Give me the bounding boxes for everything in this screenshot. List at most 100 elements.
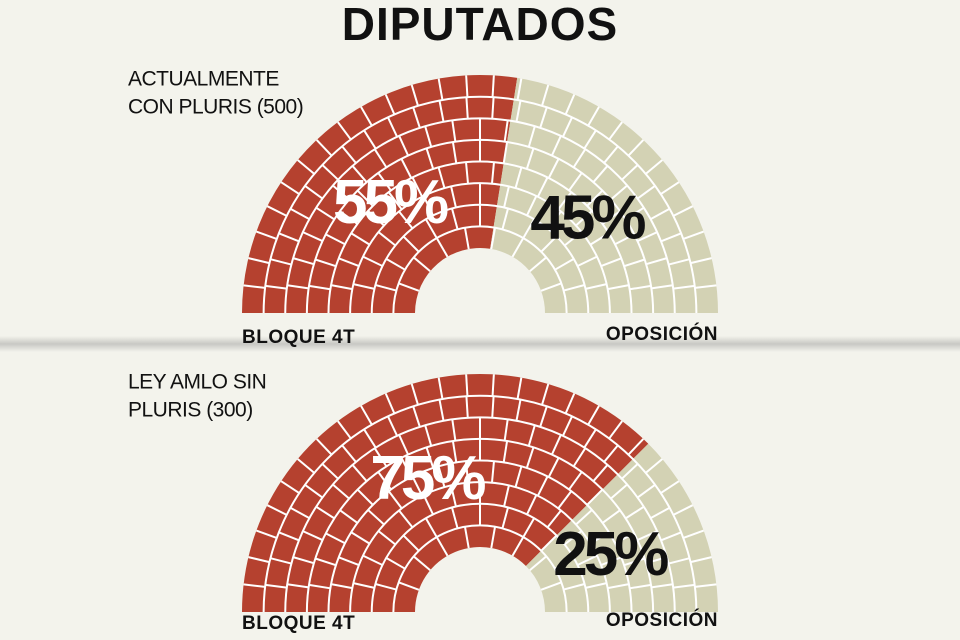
seat-line: [660, 531, 682, 542]
seat-line: [502, 141, 509, 164]
chart-subtitle: CON PLURIS (500): [128, 96, 303, 119]
seat-line: [292, 556, 315, 565]
seat-line: [351, 165, 368, 183]
seat-line: [563, 583, 585, 591]
seat-line: [350, 531, 371, 545]
seat-line: [645, 159, 663, 175]
seat-line: [515, 399, 522, 421]
seat-line: [339, 509, 359, 524]
seat-line: [637, 231, 658, 242]
chart-title: DIPUTADOS: [342, 0, 619, 50]
seat-line: [465, 461, 470, 483]
seat-line: [503, 485, 510, 507]
seat-line: [636, 185, 656, 200]
seat-line: [572, 447, 587, 467]
seat-line: [690, 257, 712, 265]
segment: [242, 75, 518, 313]
seat-line: [463, 227, 470, 250]
seat-line: [600, 556, 622, 567]
seat-line: [511, 536, 525, 557]
seat-line: [332, 483, 350, 500]
seat-line: [536, 475, 549, 497]
seat-line: [302, 530, 323, 541]
seat-line: [367, 509, 385, 526]
seat-line: [603, 145, 619, 164]
seat-line: [577, 255, 598, 267]
seat-line: [243, 284, 266, 289]
seat-line: [651, 284, 673, 290]
seat-line: [297, 159, 315, 175]
seat-line: [583, 428, 597, 449]
seat-line: [546, 509, 562, 528]
seat-line: [621, 463, 639, 480]
seat-line: [614, 532, 635, 545]
category-label: BLOQUE 4T: [242, 613, 355, 634]
seat-line: [451, 208, 459, 230]
seat-line: [362, 255, 383, 267]
seat-line: [539, 405, 548, 428]
seat-line: [465, 162, 470, 184]
seat-line: [587, 405, 600, 426]
seat-line: [564, 393, 576, 414]
seat-line: [265, 284, 287, 290]
seat-line: [437, 167, 446, 189]
chart-subtitle: PLURIS (300): [128, 399, 253, 422]
seat-line: [351, 464, 368, 482]
seat-line: [564, 530, 583, 546]
seat-line: [325, 233, 346, 246]
seat-line: [491, 75, 495, 98]
seat-line: [278, 531, 300, 542]
seat-line: [353, 582, 375, 589]
seat-line: [402, 235, 420, 253]
seat-line: [587, 106, 600, 127]
seat-line: [270, 258, 292, 266]
seat-line: [610, 184, 628, 201]
seat-line: [398, 282, 420, 292]
seat-line: [437, 78, 444, 101]
category-label: OPOSICIÓN: [606, 323, 718, 345]
seat-line: [607, 284, 630, 291]
seat-line: [289, 506, 310, 520]
seat-line: [377, 471, 392, 491]
seat-line: [694, 284, 717, 289]
seat-line: [603, 444, 619, 463]
seat-line: [625, 505, 645, 520]
seat-line: [398, 434, 409, 455]
seat-line: [451, 440, 458, 463]
seat-line: [387, 490, 403, 509]
seat-line: [315, 258, 337, 268]
seat-line: [527, 424, 536, 447]
ring-line: [327, 160, 633, 314]
seat-line: [672, 504, 694, 516]
seat-line: [373, 148, 388, 168]
seat-line: [339, 210, 359, 225]
seat-line: [308, 583, 331, 590]
seat-line: [386, 116, 398, 138]
seat-line: [400, 158, 413, 179]
seat-line: [651, 583, 673, 589]
seat-line: [694, 583, 717, 588]
seat-line: [539, 106, 548, 129]
category-label: OPOSICIÓN: [606, 609, 718, 631]
seat-line: [377, 231, 396, 247]
seat-line: [410, 383, 419, 406]
seat-line: [362, 554, 383, 566]
seat-line: [304, 484, 324, 499]
seat-line: [529, 256, 548, 272]
seat-line: [568, 172, 583, 192]
seat-line: [650, 207, 671, 221]
seat-line: [465, 374, 469, 397]
seat-line: [287, 583, 309, 589]
seat-line: [589, 232, 610, 246]
seat-line: [338, 556, 360, 567]
seat-line: [682, 230, 704, 240]
seat-line: [562, 415, 574, 437]
seat-line: [607, 583, 630, 590]
seat-line: [541, 383, 550, 406]
seat-line: [636, 484, 656, 499]
seat-line: [315, 206, 335, 221]
seat-line: [302, 231, 323, 242]
seat-line: [645, 556, 668, 565]
seat-line: [463, 526, 470, 549]
ring-line: [327, 459, 633, 613]
